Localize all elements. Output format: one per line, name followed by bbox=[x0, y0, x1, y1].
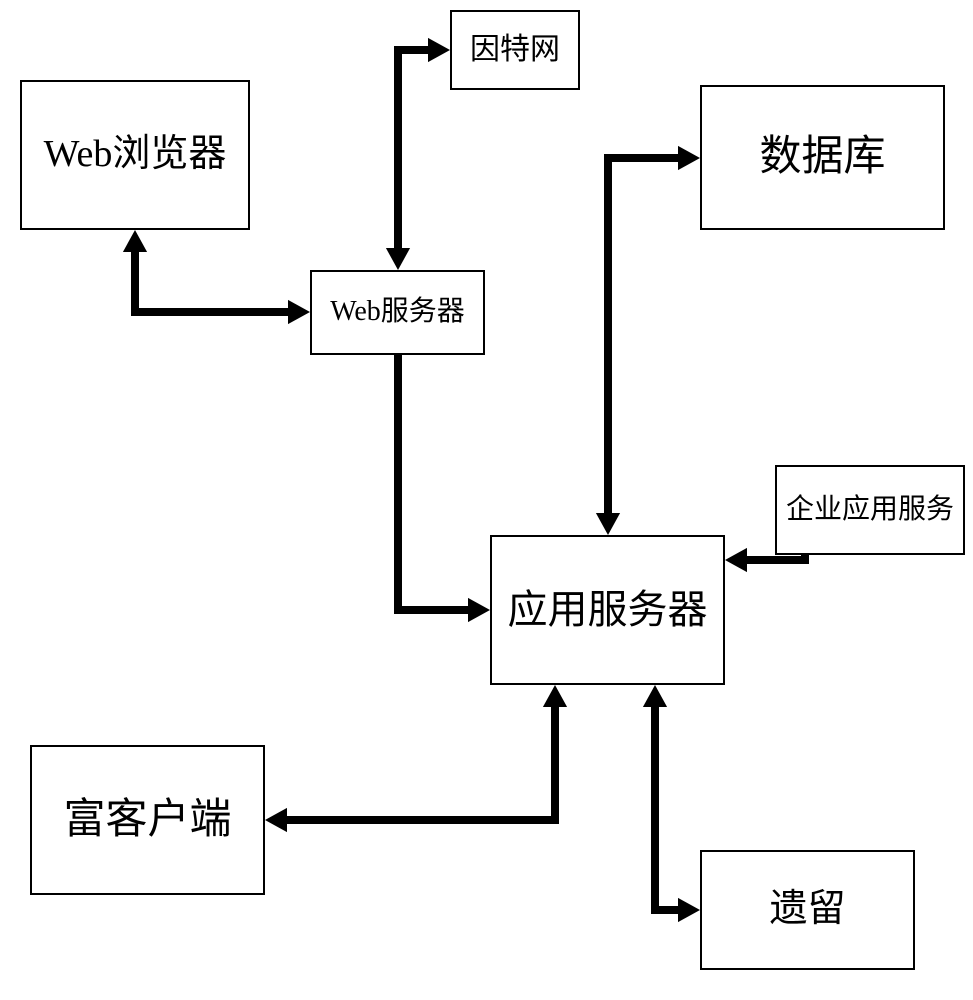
node-web-browser: Web浏览器 bbox=[20, 80, 250, 230]
node-label: 企业应用服务 bbox=[786, 494, 954, 526]
node-label: 应用服务器 bbox=[508, 587, 708, 633]
node-label: 因特网 bbox=[470, 33, 560, 68]
node-label: 富客户端 bbox=[63, 796, 231, 844]
node-label: 遗留 bbox=[769, 888, 845, 932]
node-legacy: 遗留 bbox=[700, 850, 915, 970]
node-internet: 因特网 bbox=[450, 10, 580, 90]
node-label: Web浏览器 bbox=[44, 133, 227, 177]
node-label: Web服务器 bbox=[330, 296, 465, 328]
node-app-server: 应用服务器 bbox=[490, 535, 725, 685]
diagram-canvas: Web浏览器 因特网 数据库 Web服务器 应用服务器 企业应用服务 富客户端 … bbox=[0, 0, 973, 1000]
node-web-server: Web服务器 bbox=[310, 270, 485, 355]
node-database: 数据库 bbox=[700, 85, 945, 230]
node-rich-client: 富客户端 bbox=[30, 745, 265, 895]
node-label: 数据库 bbox=[759, 133, 885, 181]
node-enterprise-service: 企业应用服务 bbox=[775, 465, 965, 555]
